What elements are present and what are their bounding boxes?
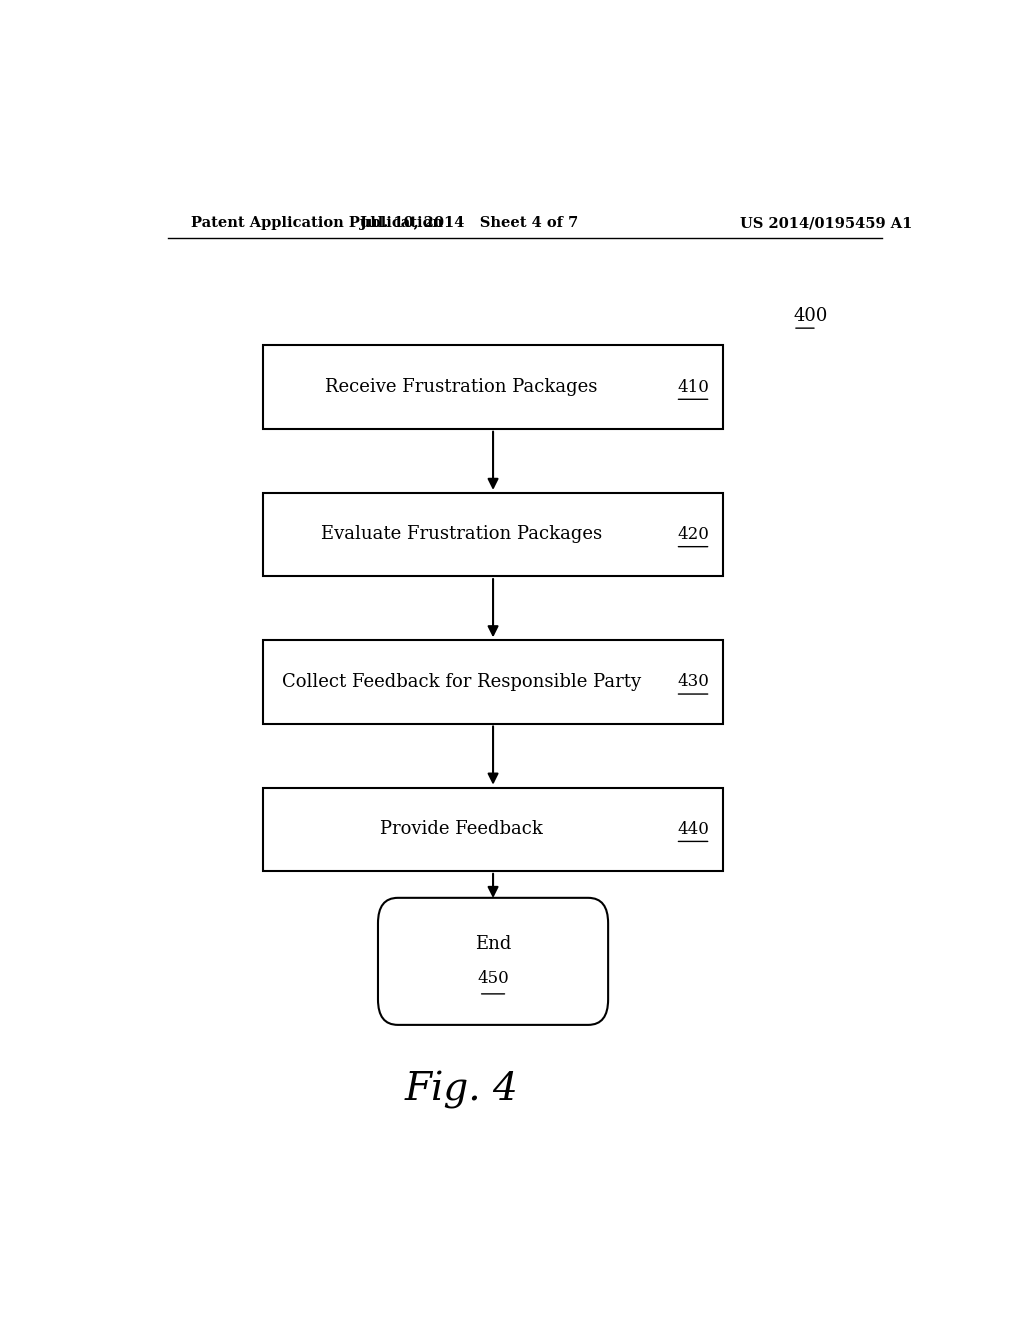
FancyBboxPatch shape — [263, 640, 723, 723]
FancyBboxPatch shape — [378, 898, 608, 1024]
Text: Collect Feedback for Responsible Party: Collect Feedback for Responsible Party — [282, 673, 641, 690]
Text: 410: 410 — [677, 379, 709, 396]
Text: Provide Feedback: Provide Feedback — [380, 820, 543, 838]
Text: Receive Frustration Packages: Receive Frustration Packages — [326, 378, 597, 396]
Text: 430: 430 — [677, 673, 709, 690]
Text: End: End — [475, 935, 511, 953]
FancyBboxPatch shape — [263, 788, 723, 871]
Text: 440: 440 — [677, 821, 709, 838]
FancyBboxPatch shape — [263, 492, 723, 576]
Text: Jul. 10, 2014   Sheet 4 of 7: Jul. 10, 2014 Sheet 4 of 7 — [360, 216, 579, 231]
Text: 450: 450 — [477, 970, 509, 987]
Text: Patent Application Publication: Patent Application Publication — [191, 216, 443, 231]
Text: 400: 400 — [793, 308, 827, 325]
Text: US 2014/0195459 A1: US 2014/0195459 A1 — [740, 216, 912, 231]
Text: 420: 420 — [677, 525, 709, 543]
FancyBboxPatch shape — [263, 346, 723, 429]
Text: Fig. 4: Fig. 4 — [404, 1072, 518, 1109]
Text: Evaluate Frustration Packages: Evaluate Frustration Packages — [321, 525, 602, 544]
